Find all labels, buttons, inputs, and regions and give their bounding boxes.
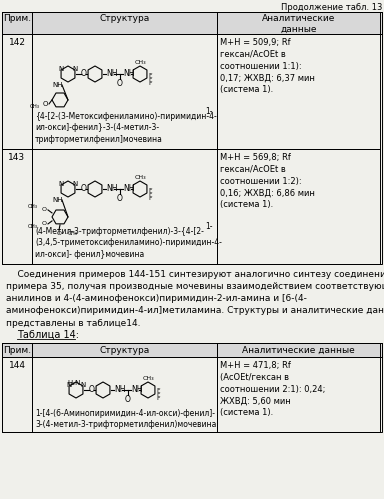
Text: 142: 142 [8, 38, 25, 47]
Bar [2, 34, 32, 149]
Text: Таблица 14:: Таблица 14: [17, 330, 79, 340]
Text: M+H = 471,8; Rf
(AcOEt/гексан в
соотношении 2:1): 0,24;
ЖХВД: 5,60 мин
(система : M+H = 471,8; Rf (AcOEt/гексан в соотноше… [220, 361, 325, 417]
Text: 1-[4-(6-Аминопиримидин-4-ил-окси)-фенил]-
3-(4-метил-3-трифторметилфенил)мочевин: 1-[4-(6-Аминопиримидин-4-ил-окси)-фенил]… [35, 409, 216, 430]
Text: O: O [42, 208, 47, 213]
Bar [2, 343, 382, 432]
Bar [2, 12, 382, 34]
Text: CH₃: CH₃ [28, 225, 38, 230]
Text: NH: NH [53, 197, 63, 203]
Bar [217, 357, 380, 432]
Bar [32, 34, 217, 149]
Bar [217, 12, 380, 34]
Text: 1-: 1- [205, 107, 213, 116]
Bar [2, 343, 382, 357]
Text: O: O [117, 79, 123, 88]
Bar [2, 149, 32, 264]
Text: Структура: Структура [99, 346, 150, 355]
Text: N: N [58, 181, 64, 187]
Text: F: F [148, 192, 152, 197]
Text: Соединения примеров 144-151 синтезируют аналогично синтезу соединения
примера 35: Соединения примеров 144-151 синтезируют … [6, 270, 384, 328]
Text: Аналитические
данные: Аналитические данные [262, 14, 335, 34]
Text: O: O [42, 222, 47, 227]
Text: F: F [156, 389, 160, 394]
Text: F: F [148, 80, 152, 85]
Bar [217, 343, 380, 357]
Text: NH: NH [114, 385, 126, 394]
Text: NH: NH [131, 385, 142, 394]
Text: CH₃: CH₃ [134, 175, 146, 180]
Bar [2, 12, 32, 34]
Text: N: N [66, 382, 72, 388]
Text: Аналитические данные: Аналитические данные [242, 346, 355, 355]
Text: Продолжение табл. 13: Продолжение табл. 13 [281, 3, 382, 12]
Text: {4-[2-(3-Метоксифениламино)-пиримидин-4-
ил-окси]-фенил}-3-(4-метил-3-
трифторме: {4-[2-(3-Метоксифениламино)-пиримидин-4-… [35, 112, 217, 144]
Bar [32, 357, 217, 432]
Text: F: F [156, 393, 160, 398]
Text: Прим.: Прим. [3, 346, 31, 355]
Text: CH₃: CH₃ [28, 205, 38, 210]
Text: N: N [72, 181, 78, 187]
Text: F: F [156, 397, 160, 402]
Text: NH: NH [106, 184, 118, 193]
Text: CH₃: CH₃ [142, 376, 154, 381]
Text: H₂N: H₂N [68, 380, 81, 386]
Text: O: O [43, 101, 48, 107]
Text: NH: NH [106, 69, 118, 78]
Text: M+H = 569,8; Rf
гексан/AcOEt в
соотношении 1:2):
0,16; ЖХВД: 6,86 мин
(система 1: M+H = 569,8; Rf гексан/AcOEt в соотношен… [220, 153, 315, 209]
Text: CH₃: CH₃ [30, 104, 40, 109]
Text: O: O [81, 184, 87, 193]
Text: CH₃: CH₃ [68, 232, 78, 237]
Text: O: O [117, 194, 123, 203]
Text: F: F [148, 76, 152, 81]
Text: (4-Метил-3-трифторметилфенил)-3-{4-[2-
(3,4,5-триметоксифениламино)-пиримидин-4-: (4-Метил-3-трифторметилфенил)-3-{4-[2- (… [35, 227, 222, 259]
Text: 1-: 1- [205, 222, 213, 231]
Text: O: O [81, 69, 87, 78]
Text: F: F [148, 188, 152, 193]
Text: Структура: Структура [99, 14, 150, 23]
Text: N: N [72, 66, 78, 72]
Text: NH: NH [123, 184, 134, 193]
Text: Прим.: Прим. [3, 14, 31, 23]
Text: F: F [148, 72, 152, 77]
Text: NH: NH [123, 69, 134, 78]
Text: N: N [80, 382, 86, 388]
Text: 143: 143 [8, 153, 26, 162]
Bar [217, 149, 380, 264]
Text: NH: NH [53, 82, 63, 88]
Bar [217, 34, 380, 149]
Text: F: F [148, 196, 152, 201]
Bar [32, 12, 217, 34]
Text: O: O [56, 231, 61, 236]
Text: M+H = 509,9; Rf
гексан/AcOEt в
соотношении 1:1):
0,17; ЖХВД: 6,37 мин
(система 1: M+H = 509,9; Rf гексан/AcOEt в соотношен… [220, 38, 315, 94]
Text: O: O [89, 385, 95, 394]
Bar [2, 12, 382, 264]
Bar [2, 343, 32, 357]
Text: O: O [125, 395, 131, 404]
Bar [2, 357, 32, 432]
Text: N: N [58, 66, 64, 72]
Text: CH₃: CH₃ [134, 59, 146, 64]
Text: 144: 144 [8, 361, 25, 370]
Bar [32, 149, 217, 264]
Bar [32, 343, 217, 357]
